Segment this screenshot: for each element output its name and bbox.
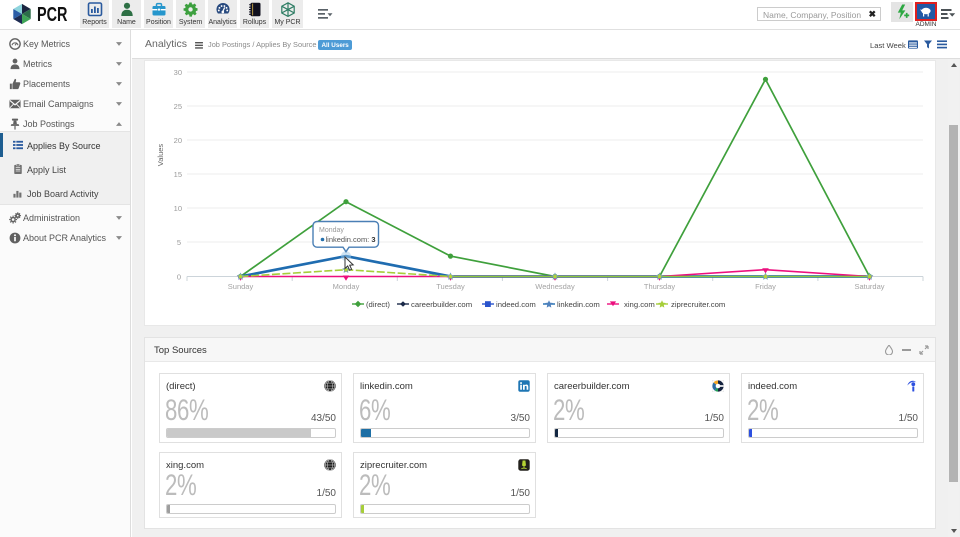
- svg-text:25: 25: [174, 102, 182, 111]
- svg-text:0: 0: [177, 273, 181, 282]
- svg-text:Wednesday: Wednesday: [535, 282, 575, 291]
- svg-text:linkedin.com: 3: linkedin.com: 3: [326, 235, 376, 244]
- svg-text:Tuesday: Tuesday: [436, 282, 465, 291]
- svg-text:careerbuilder.com: careerbuilder.com: [411, 300, 472, 309]
- svg-text:Sunday: Sunday: [228, 282, 254, 291]
- svg-text:20: 20: [174, 136, 182, 145]
- svg-text:linkedin.com: linkedin.com: [557, 300, 600, 309]
- svg-text:xing.com: xing.com: [624, 300, 655, 309]
- svg-text:indeed.com: indeed.com: [496, 300, 536, 309]
- svg-text:Values: Values: [156, 144, 165, 167]
- svg-text:10: 10: [174, 204, 182, 213]
- svg-text:Monday: Monday: [319, 227, 344, 234]
- svg-text:15: 15: [174, 170, 182, 179]
- svg-text:30: 30: [174, 68, 182, 77]
- svg-text:5: 5: [177, 238, 181, 247]
- svg-text:Saturday: Saturday: [854, 282, 884, 291]
- svg-text:ziprecruiter.com: ziprecruiter.com: [671, 300, 725, 309]
- svg-text:Friday: Friday: [755, 282, 776, 291]
- svg-text:Monday: Monday: [333, 282, 360, 291]
- svg-text:Thursday: Thursday: [644, 282, 676, 291]
- svg-text:(direct): (direct): [366, 300, 390, 309]
